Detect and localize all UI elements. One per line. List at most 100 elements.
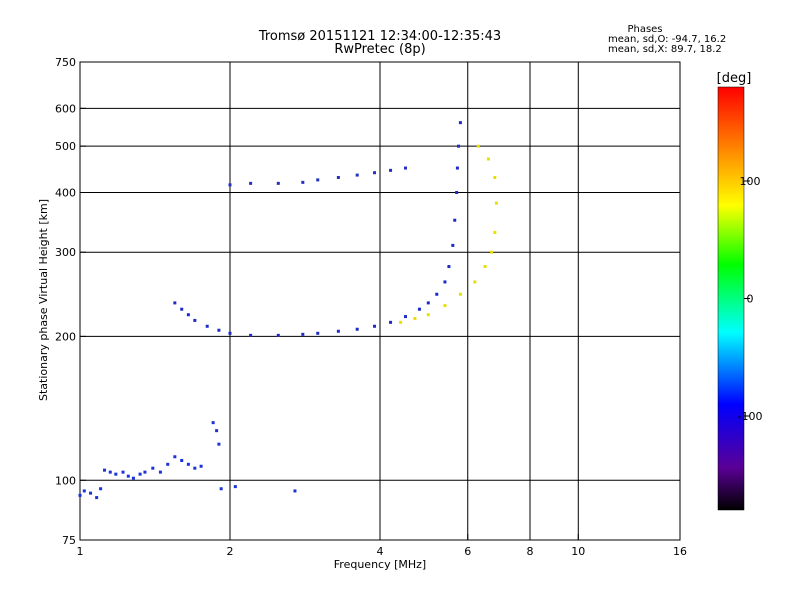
f-layer-o-point [217, 328, 221, 332]
e-layer-point [89, 491, 93, 495]
data-points [78, 121, 498, 500]
f-layer-o-point [403, 315, 407, 319]
f-layer-x-point [458, 292, 462, 296]
stats-o-line: mean, sd,O: -94.7, 16.2 [608, 34, 726, 45]
f-layer-x-point [486, 157, 490, 161]
upper-trace-point [276, 181, 280, 185]
f-layer-x-point [490, 250, 494, 254]
f-layer-o-point [336, 329, 340, 333]
f-layer-o-point [458, 121, 462, 125]
e-layer-point [151, 466, 155, 470]
y-tick-label: 100 [55, 474, 76, 487]
colorbar-ticks: 100 0 -100 [738, 175, 763, 423]
e-layer-point [211, 421, 215, 425]
f-layer-o-point [451, 243, 455, 247]
f-layer-o-point [443, 280, 447, 284]
f-layer-o-point [426, 301, 430, 305]
e-layer-point [166, 462, 170, 466]
e-layer-point [99, 487, 103, 491]
y-axis: 75 100 200 300 400 500 600 750 [55, 56, 86, 547]
f-layer-x-point [399, 320, 403, 324]
upper-trace-point [336, 175, 340, 179]
e-layer-point [217, 442, 221, 446]
colorbar [717, 86, 745, 511]
y-tick-label: 300 [55, 246, 76, 259]
f-layer-o-point [193, 318, 197, 322]
f-layer-o-point [453, 218, 457, 222]
e-layer-point [233, 485, 237, 489]
f-layer-o-point [455, 190, 459, 194]
f-layer-o-point [186, 313, 190, 317]
e-layer-point [138, 472, 142, 476]
upper-trace-point [228, 183, 232, 187]
f-layer-x-point [493, 175, 497, 179]
y-tick-label: 400 [55, 186, 76, 199]
y-axis-label: Stationary phase Virtual Height [km] [37, 199, 50, 401]
e-layer-point [180, 458, 184, 462]
chart-title: Tromsø 20151121 12:34:00-12:35:43 [258, 29, 501, 44]
stats-x-line: mean, sd,X: 89.7, 18.2 [608, 44, 722, 55]
f-layer-o-point [173, 301, 177, 305]
f-layer-o-point [457, 144, 461, 148]
x-tick-label: 16 [673, 545, 687, 558]
f-layer-o-point [435, 292, 439, 296]
e-layer-point [293, 489, 297, 493]
e-layer-point [173, 455, 177, 459]
e-layer-point [193, 466, 197, 470]
f-layer-o-point [276, 333, 280, 337]
e-layer-point [131, 476, 135, 480]
f-layer-o-point [455, 166, 459, 170]
y-tick-label: 500 [55, 140, 76, 153]
e-layer-point [108, 470, 112, 474]
f-layer-o-point [205, 324, 209, 328]
e-layer-point [215, 429, 219, 433]
f-layer-x-point [483, 265, 487, 269]
f-layer-o-point [389, 320, 393, 324]
f-layer-o-point [417, 307, 421, 311]
chart-subtitle: RwPretec (8p) [334, 42, 425, 57]
f-layer-x-point [443, 304, 447, 308]
f-layer-x-point [473, 280, 477, 284]
f-layer-x-point [494, 201, 498, 205]
y-tick-label: 75 [62, 534, 76, 547]
f-layer-o-point [355, 327, 359, 331]
e-layer-point [82, 489, 86, 493]
upper-trace-point [389, 168, 393, 172]
e-layer-point [95, 496, 99, 500]
grid-lines [80, 62, 680, 540]
y-tick-label: 750 [55, 56, 76, 69]
colorbar-tick-label: 0 [747, 293, 754, 306]
y-tick-label: 200 [55, 330, 76, 343]
x-tick-label: 1 [77, 545, 84, 558]
upper-trace-point [403, 166, 407, 170]
f-layer-x-point [413, 316, 417, 320]
f-layer-o-point [180, 307, 184, 311]
e-layer-point [143, 470, 147, 474]
upper-trace-point [301, 180, 305, 184]
e-layer-point [78, 493, 82, 497]
f-layer-o-point [447, 265, 451, 269]
f-layer-o-point [228, 331, 232, 335]
e-layer-point [186, 462, 190, 466]
e-layer-point [158, 470, 162, 474]
e-layer-point [126, 474, 130, 478]
upper-trace-point [316, 178, 320, 182]
e-layer-point [103, 468, 107, 472]
e-layer-point [199, 464, 203, 468]
y-tick-label: 600 [55, 102, 76, 115]
upper-trace-point [355, 173, 359, 177]
e-layer-point [121, 470, 125, 474]
f-layer-o-point [316, 331, 320, 335]
f-layer-o-point [249, 333, 253, 337]
x-tick-label: 2 [227, 545, 234, 558]
x-tick-label: 4 [377, 545, 384, 558]
stats-header: Phases [627, 24, 662, 35]
x-axis-label: Frequency [MHz] [334, 558, 426, 571]
x-tick-label: 8 [527, 545, 534, 558]
f-layer-o-point [373, 324, 377, 328]
x-axis: 1 2 4 6 8 10 16 [77, 534, 687, 558]
upper-trace-point [249, 181, 253, 185]
f-layer-x-point [426, 313, 430, 317]
x-tick-label: 10 [571, 545, 585, 558]
e-layer-point [114, 472, 118, 476]
